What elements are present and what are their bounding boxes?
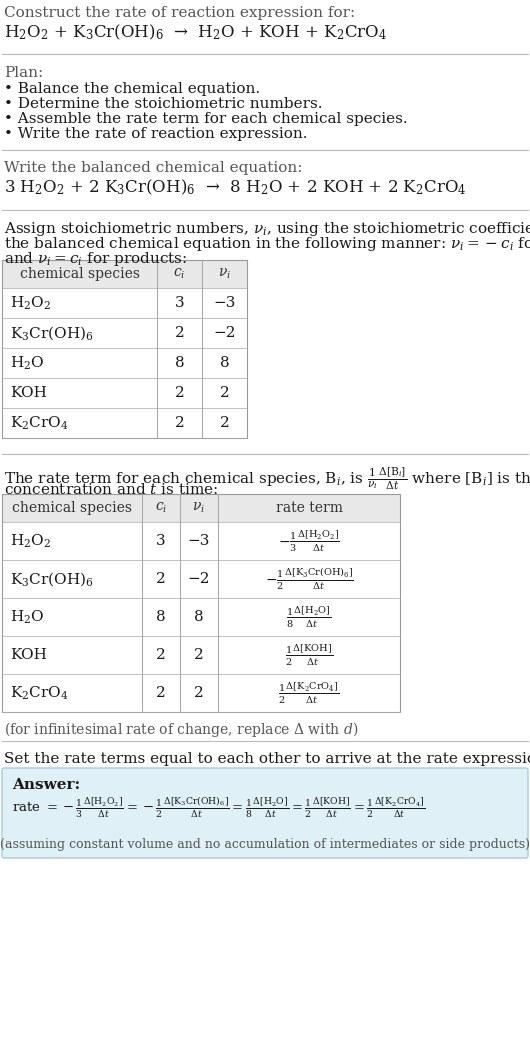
Text: the balanced chemical equation in the following manner: $\nu_i = -c_i$ for react: the balanced chemical equation in the fo… [4,235,530,253]
Text: rate term: rate term [276,501,342,515]
Bar [2,494,400,712]
Text: chemical species: chemical species [20,267,139,281]
Bar [2,318,247,348]
Bar [2,260,247,438]
Text: 8: 8 [194,610,204,624]
Text: 2: 2 [219,416,229,430]
Text: H$_2$O$_2$: H$_2$O$_2$ [10,532,51,550]
Text: Plan:: Plan: [4,66,43,79]
Text: 2: 2 [219,386,229,400]
Text: 2: 2 [194,686,204,700]
Text: and $\nu_i = c_i$ for products:: and $\nu_i = c_i$ for products: [4,250,187,268]
Text: Assign stoichiometric numbers, $\nu_i$, using the stoichiometric coefficients, $: Assign stoichiometric numbers, $\nu_i$, … [4,220,530,238]
Text: H$_2$O$_2$: H$_2$O$_2$ [10,294,51,312]
Text: chemical species: chemical species [12,501,132,515]
Text: −2: −2 [213,326,236,340]
Bar [2,522,400,560]
Text: $-\frac{1}{3}\frac{\Delta[\mathrm{H_2O_2}]}{\Delta t}$: $-\frac{1}{3}\frac{\Delta[\mathrm{H_2O_2… [278,528,340,553]
Text: concentration and $t$ is time:: concentration and $t$ is time: [4,482,218,497]
Text: K$_2$CrO$_4$: K$_2$CrO$_4$ [10,684,68,702]
Text: $c_i$: $c_i$ [173,267,185,281]
Text: 2: 2 [156,649,166,662]
Text: Write the balanced chemical equation:: Write the balanced chemical equation: [4,161,303,175]
Text: • Balance the chemical equation.: • Balance the chemical equation. [4,82,260,96]
Text: −3: −3 [213,296,236,310]
Text: 2: 2 [174,386,184,400]
Bar [2,378,247,408]
Bar [2,494,400,522]
Text: Answer:: Answer: [12,778,80,792]
Bar [2,408,247,438]
Text: $\frac{1}{2}\frac{\Delta[\mathrm{KOH}]}{\Delta t}$: $\frac{1}{2}\frac{\Delta[\mathrm{KOH}]}{… [285,642,333,667]
Text: 2: 2 [174,416,184,430]
Text: 2: 2 [194,649,204,662]
Text: 3 H$_2$O$_2$ + 2 K$_3$Cr(OH)$_6$  →  8 H$_2$O + 2 KOH + 2 K$_2$CrO$_4$: 3 H$_2$O$_2$ + 2 K$_3$Cr(OH)$_6$ → 8 H$_… [4,178,466,198]
Bar [2,674,400,712]
Text: The rate term for each chemical species, B$_i$, is $\frac{1}{\nu_i}\frac{\Delta[: The rate term for each chemical species,… [4,467,530,493]
Text: −2: −2 [188,572,210,586]
Text: $c_i$: $c_i$ [155,501,167,516]
Text: 8: 8 [156,610,166,624]
Text: 2: 2 [156,686,166,700]
Bar [2,348,247,378]
Text: 3: 3 [156,535,166,548]
Text: KOH: KOH [10,649,47,662]
Text: $\frac{1}{2}\frac{\Delta[\mathrm{K_2CrO_4}]}{\Delta t}$: $\frac{1}{2}\frac{\Delta[\mathrm{K_2CrO_… [278,680,340,706]
Bar [2,288,247,318]
Text: 2: 2 [174,326,184,340]
Text: (for infinitesimal rate of change, replace Δ with $d$): (for infinitesimal rate of change, repla… [4,720,358,740]
Bar [2,560,400,598]
Text: Set the rate terms equal to each other to arrive at the rate expression:: Set the rate terms equal to each other t… [4,752,530,766]
Text: K$_3$Cr(OH)$_6$: K$_3$Cr(OH)$_6$ [10,570,94,588]
Text: • Determine the stoichiometric numbers.: • Determine the stoichiometric numbers. [4,97,322,111]
Bar [2,636,400,674]
Text: 3: 3 [175,296,184,310]
Text: 2: 2 [156,572,166,586]
Bar [2,260,247,288]
Bar [2,598,400,636]
Text: K$_3$Cr(OH)$_6$: K$_3$Cr(OH)$_6$ [10,324,94,342]
Text: KOH: KOH [10,386,47,400]
Text: • Write the rate of reaction expression.: • Write the rate of reaction expression. [4,127,307,141]
Text: $\nu_i$: $\nu_i$ [218,267,231,281]
Text: K$_2$CrO$_4$: K$_2$CrO$_4$ [10,414,68,432]
Text: $-\frac{1}{2}\frac{\Delta[\mathrm{K_3Cr(OH)_6}]}{\Delta t}$: $-\frac{1}{2}\frac{\Delta[\mathrm{K_3Cr(… [264,566,354,592]
Text: $\nu_i$: $\nu_i$ [192,501,206,516]
Text: −3: −3 [188,535,210,548]
Text: rate $= -\frac{1}{3}\frac{\Delta[\mathrm{H_2O_2}]}{\Delta t} = -\frac{1}{2}\frac: rate $= -\frac{1}{3}\frac{\Delta[\mathrm… [12,796,425,820]
Text: H$_2$O$_2$ + K$_3$Cr(OH)$_6$  →  H$_2$O + KOH + K$_2$CrO$_4$: H$_2$O$_2$ + K$_3$Cr(OH)$_6$ → H$_2$O + … [4,23,387,43]
Text: 8: 8 [175,356,184,370]
Text: • Assemble the rate term for each chemical species.: • Assemble the rate term for each chemic… [4,112,408,126]
Text: Construct the rate of reaction expression for:: Construct the rate of reaction expressio… [4,6,355,20]
Text: (assuming constant volume and no accumulation of intermediates or side products): (assuming constant volume and no accumul… [0,838,530,851]
Text: 8: 8 [220,356,229,370]
Text: H$_2$O: H$_2$O [10,609,45,626]
Text: $\frac{1}{8}\frac{\Delta[\mathrm{H_2O}]}{\Delta t}$: $\frac{1}{8}\frac{\Delta[\mathrm{H_2O}]}… [286,605,332,630]
FancyBboxPatch shape [2,768,528,858]
Text: H$_2$O: H$_2$O [10,355,45,371]
